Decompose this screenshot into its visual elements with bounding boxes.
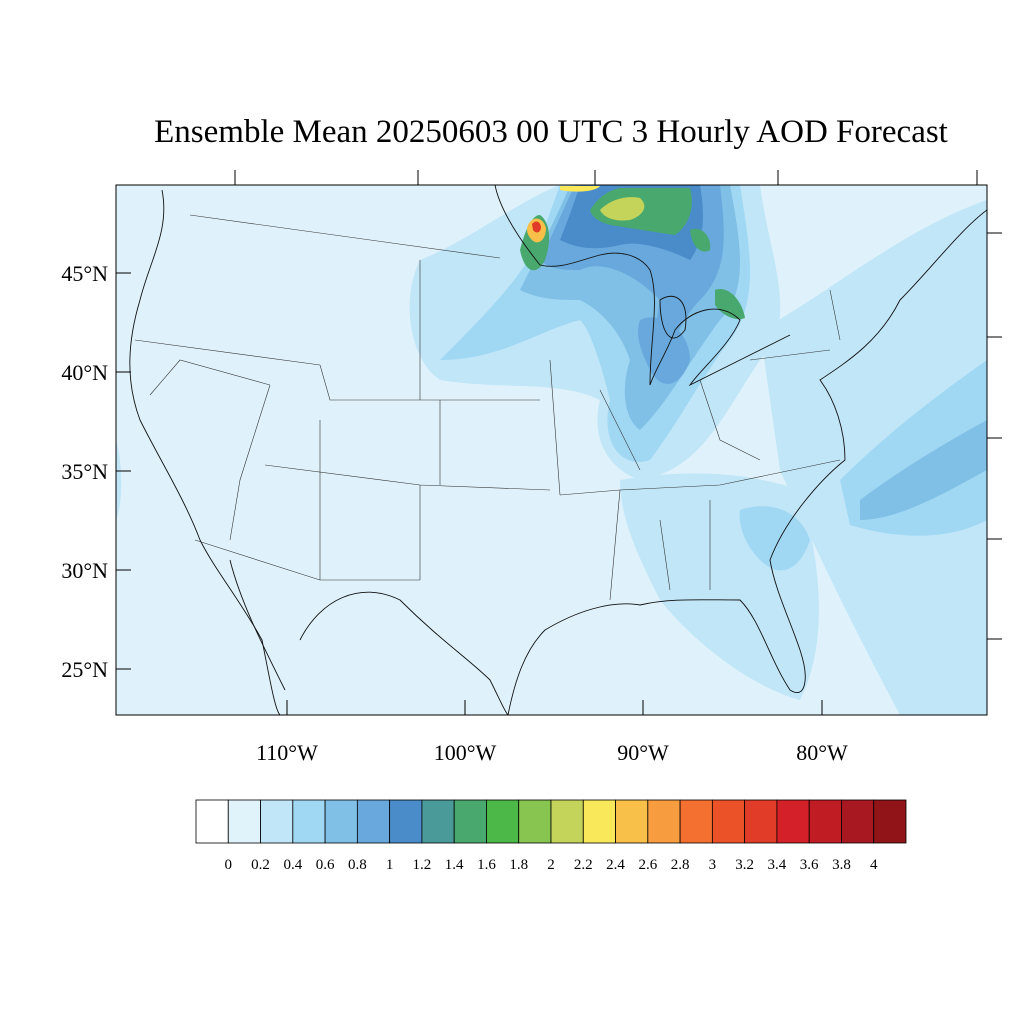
colorbar-swatch <box>841 799 875 844</box>
coastline <box>299 591 509 715</box>
colorbar-swatch <box>582 799 616 844</box>
tick-group <box>234 170 1002 640</box>
haze-region <box>532 221 541 233</box>
lon-label: 90°W <box>617 740 669 765</box>
aod-field <box>116 185 987 715</box>
colorbar-swatch <box>808 799 842 844</box>
lat-label: 30°N <box>61 558 108 583</box>
haze-region <box>715 289 745 320</box>
colorbar-label: 2.4 <box>606 857 625 873</box>
colorbar-label: 3.2 <box>735 857 754 873</box>
haze-region <box>560 186 600 192</box>
colorbar-swatch <box>679 799 713 844</box>
colorbar-label: 3.4 <box>768 857 787 873</box>
colorbar-swatch <box>615 799 649 844</box>
colorbar-label: 4 <box>870 857 878 873</box>
map-title: Ensemble Mean 20250603 00 UTC 3 Hourly A… <box>154 114 948 150</box>
haze-region <box>600 197 645 221</box>
lat-label: 25°N <box>61 657 108 682</box>
coastline <box>659 295 687 339</box>
coastline <box>494 185 791 387</box>
colorbar-swatch <box>421 799 455 844</box>
colorbar-swatch <box>776 799 810 844</box>
colorbar-swatch <box>518 799 552 844</box>
colorbar-label: 2 <box>547 857 555 873</box>
colorbar-label: 2.2 <box>574 857 593 873</box>
colorbar-label: 1.8 <box>509 857 528 873</box>
coastline <box>129 189 281 715</box>
colorbar-label: 1 <box>386 857 394 873</box>
colorbar-label: 0.6 <box>316 857 335 873</box>
colorbar-label: 0.2 <box>251 857 270 873</box>
colorbar-swatch <box>744 799 778 844</box>
colorbar-label: 1.6 <box>477 857 496 873</box>
colorbar-label: 0 <box>225 857 233 873</box>
coastline <box>507 209 987 715</box>
lon-label: 80°W <box>796 740 848 765</box>
colorbar-label: 1.2 <box>413 857 432 873</box>
haze-region <box>739 506 810 571</box>
lon-label: 100°W <box>434 740 497 765</box>
haze-region <box>690 228 711 252</box>
haze-region <box>860 420 987 520</box>
colorbar-label: 2.8 <box>671 857 690 873</box>
colorbar-swatch <box>550 799 584 844</box>
lat-label: 45°N <box>61 261 108 286</box>
colorbar-label: 3.6 <box>800 857 819 873</box>
colorbar-label: 3 <box>709 857 717 873</box>
colorbar-label: 3.8 <box>832 857 851 873</box>
haze-region <box>116 440 122 520</box>
haze-region <box>638 317 690 384</box>
colorbar-swatch <box>195 799 229 844</box>
colorbar-label: 1.4 <box>445 857 464 873</box>
lat-label: 35°N <box>61 459 108 484</box>
colorbar-swatch <box>227 799 261 844</box>
colorbar-swatch <box>324 799 358 844</box>
colorbar-label: 2.6 <box>638 857 657 873</box>
map-frame <box>115 184 988 716</box>
colorbar-swatch <box>389 799 423 844</box>
state-border <box>134 214 841 601</box>
colorbar-swatch <box>292 799 326 844</box>
colorbar-label: 0.8 <box>348 857 367 873</box>
coastline <box>229 559 286 691</box>
colorbar-label: 0.4 <box>283 857 302 873</box>
colorbar-swatch <box>453 799 487 844</box>
colorbar-swatch <box>260 799 294 844</box>
colorbar-swatch <box>647 799 681 844</box>
lon-label: 110°W <box>256 740 318 765</box>
colorbar-swatch <box>711 799 746 844</box>
colorbar-swatch <box>486 799 520 844</box>
colorbar-swatch <box>356 799 391 844</box>
lat-label: 40°N <box>61 360 108 385</box>
colorbar-swatch <box>873 799 907 844</box>
